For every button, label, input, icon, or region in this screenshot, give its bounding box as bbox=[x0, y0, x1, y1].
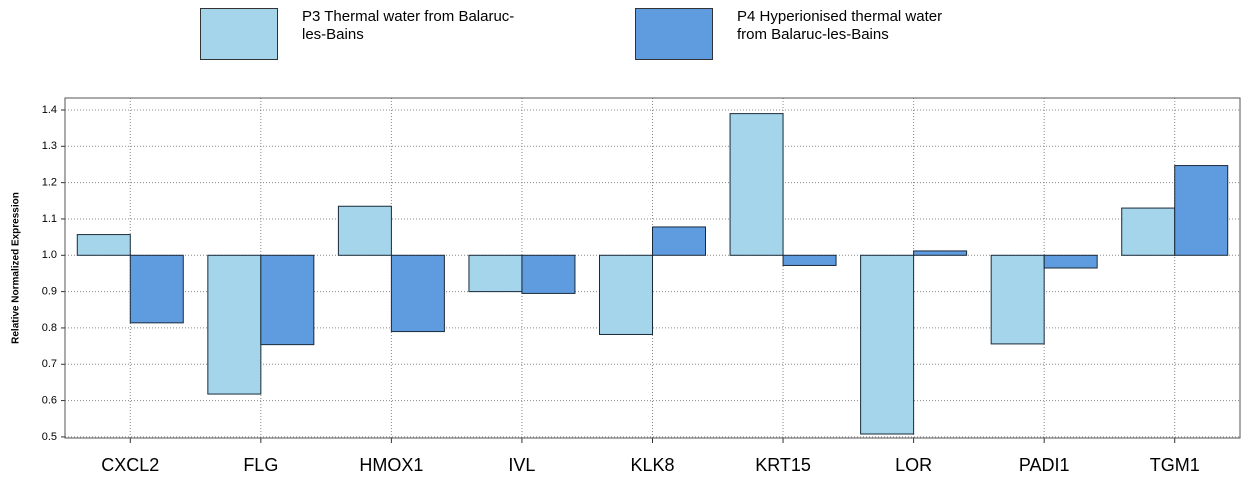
bar bbox=[521, 254, 576, 294]
y-tick-label: 0.9 bbox=[42, 286, 57, 298]
bar bbox=[782, 254, 837, 266]
bar bbox=[390, 254, 445, 333]
bar bbox=[76, 234, 131, 256]
y-tick-label: 1.2 bbox=[42, 177, 57, 189]
bar bbox=[207, 254, 262, 395]
y-tick-label: 0.7 bbox=[42, 358, 57, 370]
bar bbox=[860, 254, 915, 435]
legend-item: P4 Hyperionised thermal water from Balar… bbox=[635, 8, 957, 60]
bar bbox=[468, 254, 523, 293]
x-tick-label: CXCL2 bbox=[101, 455, 159, 475]
x-tick-label: HMOX1 bbox=[359, 455, 423, 475]
bar bbox=[990, 254, 1045, 345]
legend-item: P3 Thermal water from Balaruc-les-Bains bbox=[200, 8, 522, 60]
x-tick-label: LOR bbox=[895, 455, 932, 475]
x-tick-label: KRT15 bbox=[755, 455, 811, 475]
bar bbox=[1043, 254, 1098, 269]
y-axis-label: Relative Normalized Expression bbox=[11, 192, 22, 344]
y-tick-label: 0.5 bbox=[42, 431, 57, 443]
y-tick-label: 1.3 bbox=[42, 140, 57, 152]
legend-label: P3 Thermal water from Balaruc-les-Bains bbox=[302, 8, 515, 43]
x-tick-label: PADI1 bbox=[1019, 455, 1070, 475]
y-tick-label: 0.6 bbox=[42, 394, 57, 406]
bar bbox=[913, 250, 968, 256]
x-tick-label: TGM1 bbox=[1150, 455, 1200, 475]
bar bbox=[729, 113, 784, 256]
y-tick-label: 1.0 bbox=[42, 249, 57, 261]
bar bbox=[1174, 165, 1229, 256]
bar bbox=[337, 205, 392, 256]
legend-swatch bbox=[200, 8, 278, 60]
plot-frame bbox=[64, 97, 1241, 439]
legend-label: P4 Hyperionised thermal water from Balar… bbox=[737, 8, 943, 43]
x-tick-label: KLK8 bbox=[630, 455, 674, 475]
x-tick-label: FLG bbox=[243, 455, 278, 475]
x-tick-label: IVL bbox=[508, 455, 535, 475]
bar bbox=[129, 254, 184, 324]
bar bbox=[1121, 207, 1176, 256]
y-tick-label: 0.8 bbox=[42, 322, 57, 334]
y-tick-label: 1.1 bbox=[42, 213, 57, 225]
bar bbox=[260, 254, 315, 346]
legend-swatch bbox=[635, 8, 713, 60]
y-tick-label: 1.4 bbox=[42, 104, 57, 116]
bar bbox=[599, 254, 653, 335]
bar bbox=[652, 226, 706, 256]
